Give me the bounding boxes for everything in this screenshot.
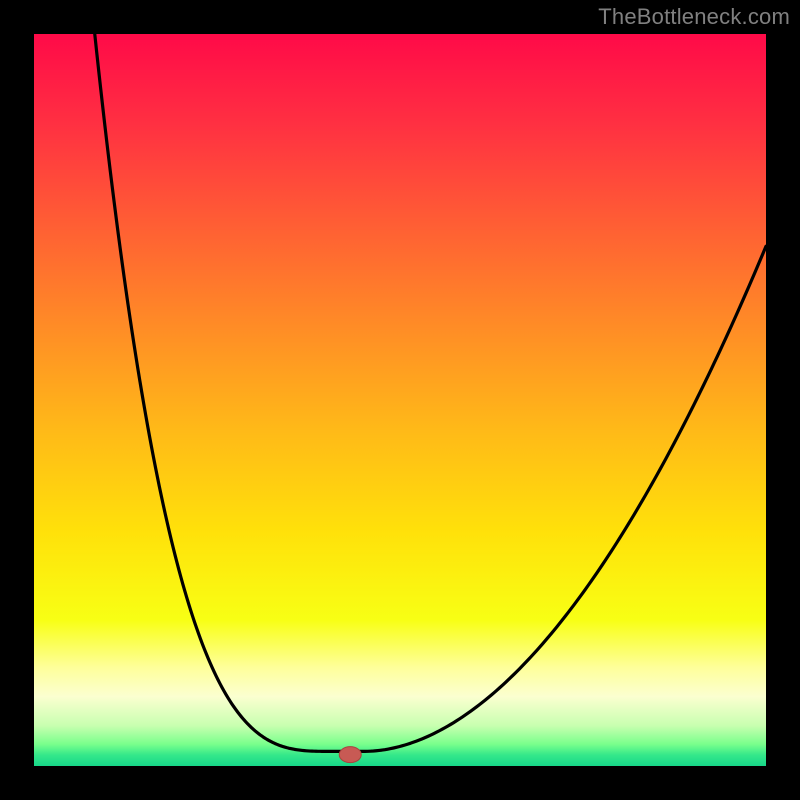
optimum-marker xyxy=(339,747,361,763)
chart-svg xyxy=(0,0,800,800)
chart-stage: TheBottleneck.com xyxy=(0,0,800,800)
